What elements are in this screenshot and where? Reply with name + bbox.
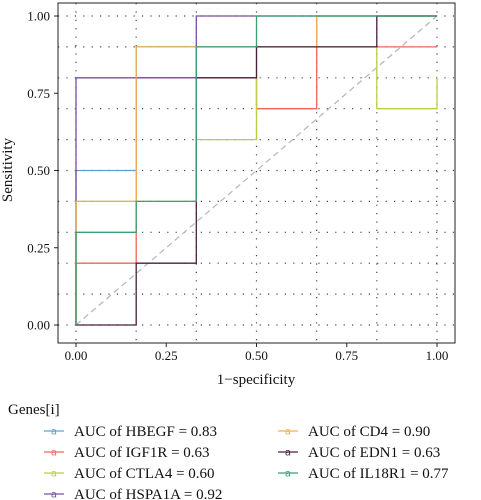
series-layer [75,15,438,326]
y-tick-label: 0.50 [27,163,50,178]
legend-label: AUC of CTLA4 = 0.60 [74,466,215,482]
legend-item: a AUC of IGF1R = 0.63 [44,445,210,461]
legend-swatch-glyph: a [285,469,291,480]
legend-label: AUC of HSPA1A = 0.92 [74,487,222,500]
legend: a AUC of HBEGF = 0.83 a AUC of IGF1R = 0.63… [44,424,449,500]
legend-swatch-glyph: a [51,427,57,438]
legend-swatch-glyph: a [285,448,291,459]
x-axis-title: 1−specificity [217,372,296,388]
legend-swatch-glyph: a [51,469,57,480]
legend-item: a AUC of CD4 = 0.90 [278,424,430,440]
x-tick-label: 0.50 [245,348,268,363]
x-tick-label: 1.00 [426,348,449,363]
ticks-layer: 0.00 0.25 0.50 0.75 1.00 0.00 0.25 0.50 0.75 1.00 [27,9,448,364]
x-tick-label: 0.75 [335,348,358,363]
y-tick-label: 1.00 [27,9,50,24]
legend-swatch-glyph: a [51,448,57,459]
legend-swatch-glyph: a [285,427,291,438]
legend-title: Genes[i] [8,402,60,418]
legend-label: AUC of EDN1 = 0.63 [308,445,440,461]
x-tick-label: 0.25 [155,348,178,363]
y-tick-label: 0.75 [27,86,50,101]
series-line-6 [76,15,437,326]
legend-item: a AUC of HBEGF = 0.83 [44,424,217,440]
legend-label: AUC of CD4 = 0.90 [308,424,430,440]
series-line-7 [75,15,437,325]
y-axis-title: Sensitivity [0,137,16,202]
legend-label: AUC of IL18R1 = 0.77 [308,466,449,482]
legend-item: a AUC of HSPA1A = 0.92 [44,487,222,500]
y-tick-label: 0.00 [27,318,50,333]
legend-label: AUC of HBEGF = 0.83 [74,424,217,440]
legend-item: a AUC of CTLA4 = 0.60 [44,466,215,482]
x-tick-label: 0.00 [65,348,88,363]
legend-label: AUC of IGF1R = 0.63 [74,445,210,461]
legend-item: a AUC of IL18R1 = 0.77 [278,466,449,482]
legend-swatch-glyph: a [51,490,57,500]
legend-item: a AUC of EDN1 = 0.63 [278,445,440,461]
y-tick-label: 0.25 [27,240,50,255]
